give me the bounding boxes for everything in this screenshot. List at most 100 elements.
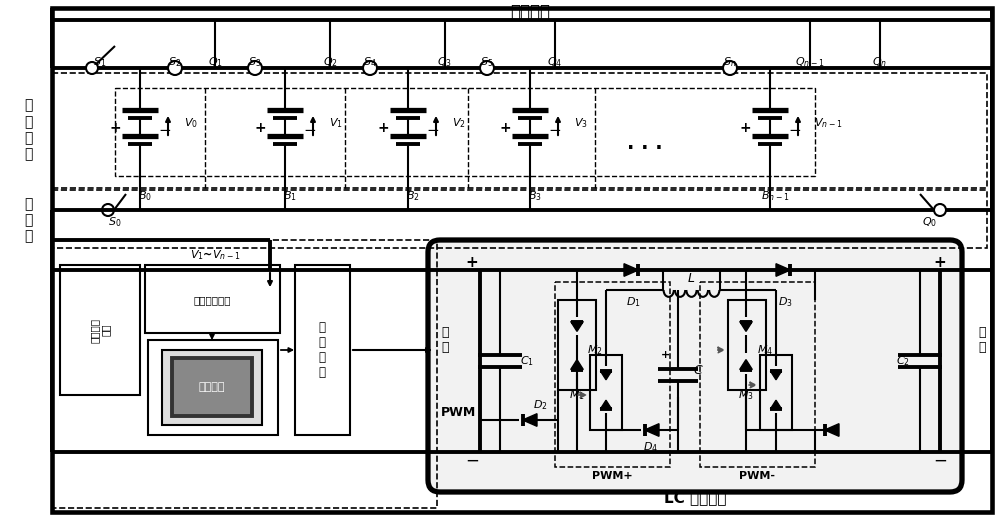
Text: $S_3$: $S_3$ [248, 55, 262, 69]
Text: 均衡母线: 均衡母线 [510, 3, 550, 21]
Bar [295, 265, 350, 435]
Text: 输
入: 输 入 [441, 326, 449, 354]
Text: +: + [934, 254, 946, 269]
Polygon shape [825, 424, 839, 436]
Text: $B_0$: $B_0$ [138, 189, 152, 203]
Polygon shape [571, 321, 583, 331]
Text: $M_3$: $M_3$ [738, 388, 754, 402]
Polygon shape [770, 371, 782, 380]
Text: +: + [466, 254, 478, 269]
Text: $V_1$: $V_1$ [329, 116, 343, 130]
Text: $V_1$~$V_{n-1}$: $V_1$~$V_{n-1}$ [190, 248, 240, 262]
Text: $M_1$: $M_1$ [569, 388, 585, 402]
Text: $Q_3$: $Q_3$ [437, 55, 453, 69]
Text: $D_1$: $D_1$ [626, 295, 640, 309]
Text: 驱
动
电
路: 驱 动 电 路 [318, 321, 326, 379]
Bar [162, 350, 262, 425]
Text: $M_4$: $M_4$ [757, 343, 773, 357]
Bar [590, 355, 622, 430]
Text: $L$: $L$ [687, 271, 695, 284]
Text: · · ·: · · · [627, 138, 663, 158]
Text: +: + [377, 121, 389, 135]
Bar [52, 190, 987, 248]
Circle shape [168, 61, 182, 75]
Circle shape [248, 61, 262, 75]
Text: $V_3$: $V_3$ [574, 116, 588, 130]
Text: $S_4$: $S_4$ [363, 55, 377, 69]
Text: 各路选通
开关: 各路选通 开关 [89, 318, 111, 343]
Text: $B_1$: $B_1$ [283, 189, 297, 203]
Text: $S_5$: $S_5$ [480, 55, 494, 69]
Text: PWM-: PWM- [739, 471, 775, 481]
Text: 电压检测电路: 电压检测电路 [193, 295, 231, 305]
Circle shape [723, 61, 737, 75]
Bar [555, 282, 670, 467]
Text: $D_2$: $D_2$ [533, 398, 547, 412]
Bar [760, 355, 792, 430]
Text: 总
开
关: 总 开 关 [24, 197, 32, 243]
Circle shape [934, 204, 946, 216]
Text: +: + [499, 121, 511, 135]
Text: $V_{n-1}$: $V_{n-1}$ [814, 116, 842, 130]
Text: $D_3$: $D_3$ [778, 295, 792, 309]
Text: $-$: $-$ [303, 121, 317, 136]
Text: $Q_1$: $Q_1$ [208, 55, 222, 69]
Bar [60, 265, 140, 395]
Text: $-$: $-$ [933, 451, 947, 469]
Text: $Q_0$: $Q_0$ [922, 215, 938, 229]
Bar [148, 340, 278, 435]
Bar [558, 300, 596, 390]
Text: $C$: $C$ [693, 363, 704, 376]
Polygon shape [600, 400, 612, 409]
Polygon shape [740, 321, 752, 331]
Text: $-$: $-$ [465, 451, 479, 469]
Polygon shape [770, 400, 782, 409]
Bar [115, 88, 815, 176]
Polygon shape [645, 424, 659, 436]
Text: $B_2$: $B_2$ [406, 189, 420, 203]
Text: $S_0$: $S_0$ [108, 215, 122, 229]
Text: $Q_2$: $Q_2$ [323, 55, 337, 69]
Text: $C_1$: $C_1$ [520, 354, 534, 368]
Text: +: + [739, 121, 751, 135]
Bar [52, 240, 437, 508]
Text: $Q_4$: $Q_4$ [547, 55, 563, 69]
Text: PWM: PWM [440, 406, 476, 419]
Polygon shape [523, 414, 537, 426]
Text: $S_1$: $S_1$ [93, 55, 107, 69]
Circle shape [363, 61, 377, 75]
Text: $S_2$: $S_2$ [168, 55, 182, 69]
Circle shape [86, 62, 98, 74]
Bar [52, 73, 987, 188]
Text: $-$: $-$ [788, 121, 802, 136]
Circle shape [480, 61, 494, 75]
Bar [700, 282, 815, 467]
Text: +: + [254, 121, 266, 135]
Text: $S_n$: $S_n$ [723, 55, 737, 69]
FancyBboxPatch shape [428, 240, 962, 492]
Text: $Q_n$: $Q_n$ [872, 55, 888, 69]
Text: $D_4$: $D_4$ [643, 440, 659, 454]
Text: 输
出: 输 出 [978, 326, 986, 354]
Polygon shape [624, 264, 638, 276]
Polygon shape [571, 360, 583, 370]
Text: $M_2$: $M_2$ [587, 343, 603, 357]
Text: $B_3$: $B_3$ [528, 189, 542, 203]
Bar [145, 265, 280, 333]
Text: $V_2$: $V_2$ [452, 116, 466, 130]
Bar [172, 358, 252, 416]
Text: LC 谐振变换: LC 谐振变换 [664, 490, 726, 505]
Text: $Q_{n-1}$: $Q_{n-1}$ [795, 55, 825, 69]
Bar [728, 300, 766, 390]
Polygon shape [740, 360, 752, 370]
Text: $-$: $-$ [548, 121, 562, 136]
Text: 微控制器: 微控制器 [199, 382, 225, 392]
Text: +: + [109, 121, 121, 135]
Text: $-$: $-$ [158, 121, 172, 136]
Text: 开
关
模
块: 开 关 模 块 [24, 99, 32, 161]
Polygon shape [776, 264, 790, 276]
Polygon shape [600, 371, 612, 380]
Text: $-$: $-$ [426, 121, 440, 136]
Text: $C_2$: $C_2$ [896, 354, 910, 368]
Text: PWM+: PWM+ [592, 471, 632, 481]
